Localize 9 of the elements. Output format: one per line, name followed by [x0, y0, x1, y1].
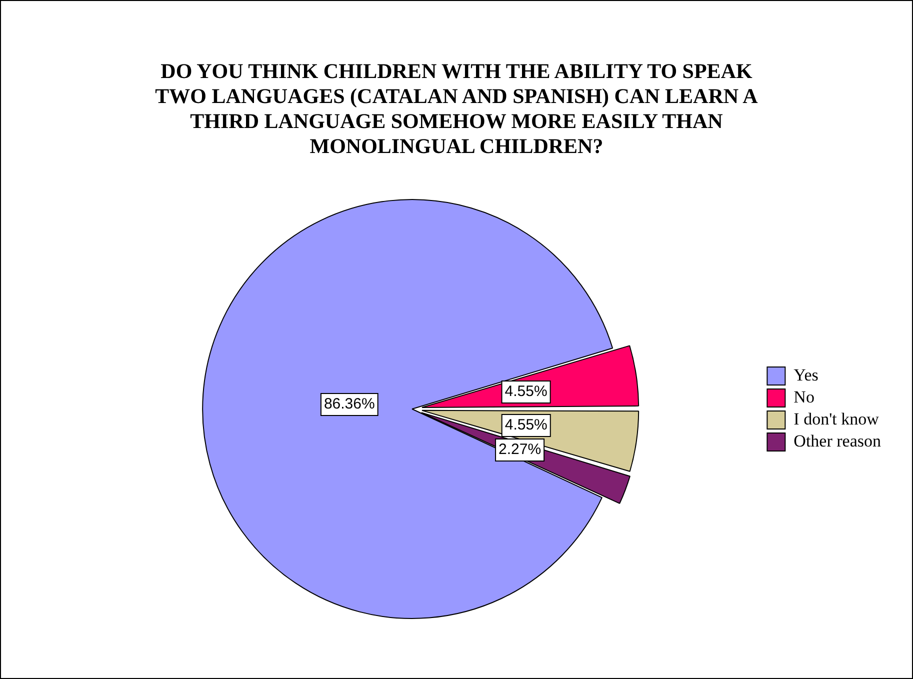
- legend-label: Other reason: [794, 431, 882, 450]
- data-label: 4.55%: [504, 383, 548, 400]
- chart-title: DO YOU THINK CHILDREN WITH THE ABILITY TO SPEAK TWO LANGUAGES (CATALAN AND SPANISH) CAN LEARN A THIRD LANGUAGE SOMEHOW MORE EASILY THAN MONOLINGUAL CHILDREN?: [154, 59, 759, 159]
- legend-label: No: [794, 387, 814, 406]
- legend-label: Yes: [794, 365, 818, 384]
- legend-label: I don't know: [794, 409, 880, 428]
- data-label: 2.27%: [498, 441, 542, 458]
- data-label: 86.36%: [324, 396, 375, 413]
- data-label: 4.55%: [504, 416, 548, 434]
